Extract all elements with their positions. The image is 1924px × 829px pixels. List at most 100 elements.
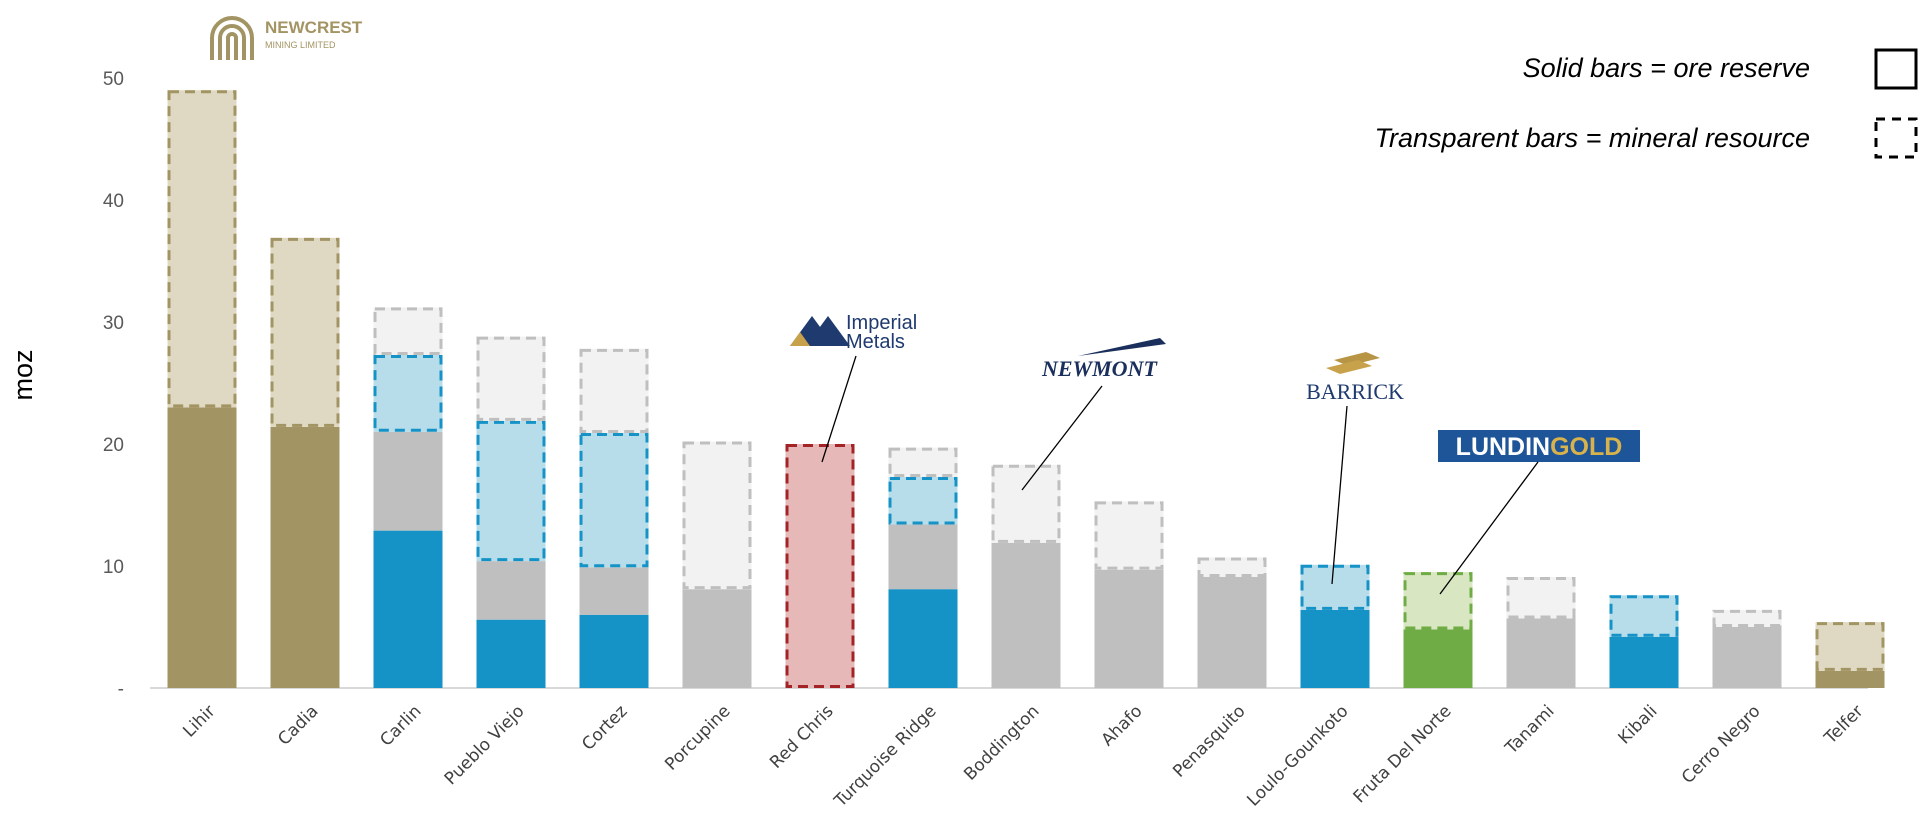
- bar-kibali-resource-outline-1: [1609, 595, 1679, 637]
- lundin-logo-text: LUNDINGOLD: [1456, 433, 1623, 461]
- y-axis-label: moz: [8, 349, 38, 400]
- bar-carlin-reserve-1: [373, 530, 443, 688]
- bar-ahafo-reserve-2: [1094, 569, 1164, 688]
- bar-cortez-resource-outline-1: [579, 433, 649, 568]
- bar-boddington-resource-outline-2: [991, 464, 1061, 543]
- bar-loulo-gounkoto-resource-outline-1: [1300, 564, 1370, 610]
- legend: Solid bars = ore reserve Transparent bar…: [1375, 48, 1918, 159]
- newcrest-emblem-icon: [210, 16, 254, 60]
- legend-dashed-label: Transparent bars = mineral resource: [1375, 123, 1810, 153]
- bar-boddington-resource-2: [991, 464, 1061, 543]
- imperial-callout-line: [821, 355, 857, 463]
- imperial-metals-logo: Imperial Metals: [790, 312, 917, 353]
- newcrest-logo-subtitle: MINING LIMITED: [265, 40, 336, 50]
- bar-lihir-resource-1: [167, 90, 237, 408]
- category-label-lihir: Lihir: [179, 701, 219, 741]
- lundin-logo-part2: GOLD: [1550, 433, 1622, 461]
- bar-porcupine-resource-outline-2: [682, 441, 752, 590]
- bar-cortez-resource-1: [579, 433, 649, 568]
- bar-turquoise-ridge-reserve-1: [888, 589, 958, 688]
- y-tick-40: 40: [103, 191, 124, 212]
- bar-telfer-resource-1: [1815, 622, 1885, 671]
- bar-carlin-resource-2: [373, 307, 443, 355]
- bar-cortez-resource-outline-2: [579, 348, 649, 434]
- bar-pueblo-viejo-reserve-2: [476, 561, 546, 620]
- bar-cadia-reserve-1: [270, 426, 340, 688]
- bar-red-chris-resource-outline-1: [785, 444, 855, 688]
- category-label-boddington: Boddington: [960, 701, 1043, 784]
- bar-cerro-negro-resource-2: [1712, 609, 1782, 627]
- category-label-tanami: Tanami: [1501, 701, 1559, 759]
- bar-cerro-negro-reserve-2: [1712, 627, 1782, 688]
- legend-solid-label: Solid bars = ore reserve: [1523, 53, 1810, 83]
- category-label-red-chris: Red Chris: [766, 701, 837, 772]
- bar-pueblo-viejo-resource-outline-2: [476, 336, 546, 421]
- bar-kibali-reserve-1: [1609, 636, 1679, 688]
- lundin-logo-box: [1438, 430, 1640, 462]
- newmont-logo-text: NEWMONT: [1041, 356, 1158, 381]
- y-tick-labels: - 10 20 30 40 50: [103, 69, 124, 700]
- bar-cortez-reserve-2: [579, 567, 649, 615]
- bar-turquoise-ridge-resource-outline-2: [888, 447, 958, 477]
- barrick-callout-line: [1331, 405, 1348, 585]
- category-label-penasquito: Penasquito: [1169, 701, 1249, 781]
- category-label-ahafo: Ahafo: [1098, 701, 1147, 750]
- bar-loulo-gounkoto-resource-1: [1300, 564, 1370, 610]
- imperial-mountain-icon: [790, 316, 850, 346]
- y-tick-30: 30: [103, 313, 124, 334]
- category-label-pueblo-viejo: Pueblo Viejo: [441, 701, 529, 789]
- bar-carlin-resource-outline-2: [373, 307, 443, 355]
- bar-carlin-resource-outline-1: [373, 354, 443, 432]
- category-label-cerro-negro: Cerro Negro: [1678, 701, 1765, 788]
- barrick-bars-icon: [1326, 352, 1380, 374]
- bar-turquoise-ridge-resource-1: [888, 476, 958, 525]
- bar-cerro-negro-resource-outline-2: [1712, 609, 1782, 627]
- barrick-logo-text: BARRICK: [1306, 379, 1404, 404]
- y-tick-10: 10: [103, 557, 124, 578]
- legend-dashed-swatch: [1874, 117, 1918, 159]
- bar-porcupine-resource-2: [682, 441, 752, 590]
- bar-turquoise-ridge-resource-2: [888, 447, 958, 477]
- bar-carlin-resource-1: [373, 354, 443, 432]
- bar-cadia-resource-outline-1: [270, 237, 340, 427]
- bar-boddington-reserve-2: [991, 542, 1061, 688]
- bar-red-chris-resource-1: [785, 444, 855, 688]
- bar-turquoise-ridge-reserve-2: [888, 524, 958, 590]
- bar-carlin-reserve-2: [373, 431, 443, 531]
- category-labels: Lihir Cadia Carlin Pueblo Viejo Cortez Porcup…: [179, 701, 1867, 812]
- category-label-cadia: Cadia: [274, 701, 322, 749]
- category-label-fruta-del-norte: Fruta Del Norte: [1350, 701, 1456, 807]
- bar-pueblo-viejo-reserve-1: [476, 619, 546, 688]
- barrick-logo: BARRICK: [1306, 352, 1404, 404]
- bar-ahafo-resource-outline-2: [1094, 501, 1164, 570]
- lundin-gold-logo: LUNDINGOLD: [1438, 430, 1640, 462]
- y-tick-zero: -: [118, 679, 124, 700]
- bar-penasquito-resource-2: [1197, 557, 1267, 577]
- bar-kibali-resource-1: [1609, 595, 1679, 637]
- bar-fruta-del-norte-reserve-1: [1403, 629, 1473, 688]
- bar-lihir-reserve-1: [167, 407, 237, 688]
- bar-tanami-resource-2: [1506, 576, 1576, 619]
- imperial-logo-line2: Metals: [846, 331, 905, 353]
- y-tick-20: 20: [103, 435, 124, 456]
- bar-telfer-resource-outline-1: [1815, 622, 1885, 671]
- newmont-logo: NEWMONT: [1041, 338, 1166, 381]
- bar-fruta-del-norte-resource-1: [1403, 572, 1473, 630]
- category-label-loulo-gounkoto: Loulo-Gounkoto: [1243, 701, 1352, 810]
- bar-turquoise-ridge-resource-outline-1: [888, 476, 958, 525]
- bar-telfer-reserve-1: [1815, 670, 1885, 688]
- bar-penasquito-resource-outline-2: [1197, 557, 1267, 577]
- bar-pueblo-viejo-resource-1: [476, 420, 546, 562]
- y-tick-50: 50: [103, 69, 124, 90]
- bar-penasquito-reserve-2: [1197, 576, 1267, 688]
- category-label-turquoise-ridge: Turquoise Ridge: [830, 701, 940, 811]
- newcrest-logo: NEWCREST MINING LIMITED: [210, 16, 363, 60]
- bars-group: [167, 90, 1885, 688]
- bar-pueblo-viejo-resource-2: [476, 336, 546, 421]
- bar-cortez-resource-2: [579, 348, 649, 434]
- category-label-telfer: Telfer: [1820, 701, 1867, 748]
- newmont-peak-icon: [1078, 338, 1166, 356]
- bar-tanami-reserve-2: [1506, 618, 1576, 688]
- category-label-carlin: Carlin: [376, 701, 425, 750]
